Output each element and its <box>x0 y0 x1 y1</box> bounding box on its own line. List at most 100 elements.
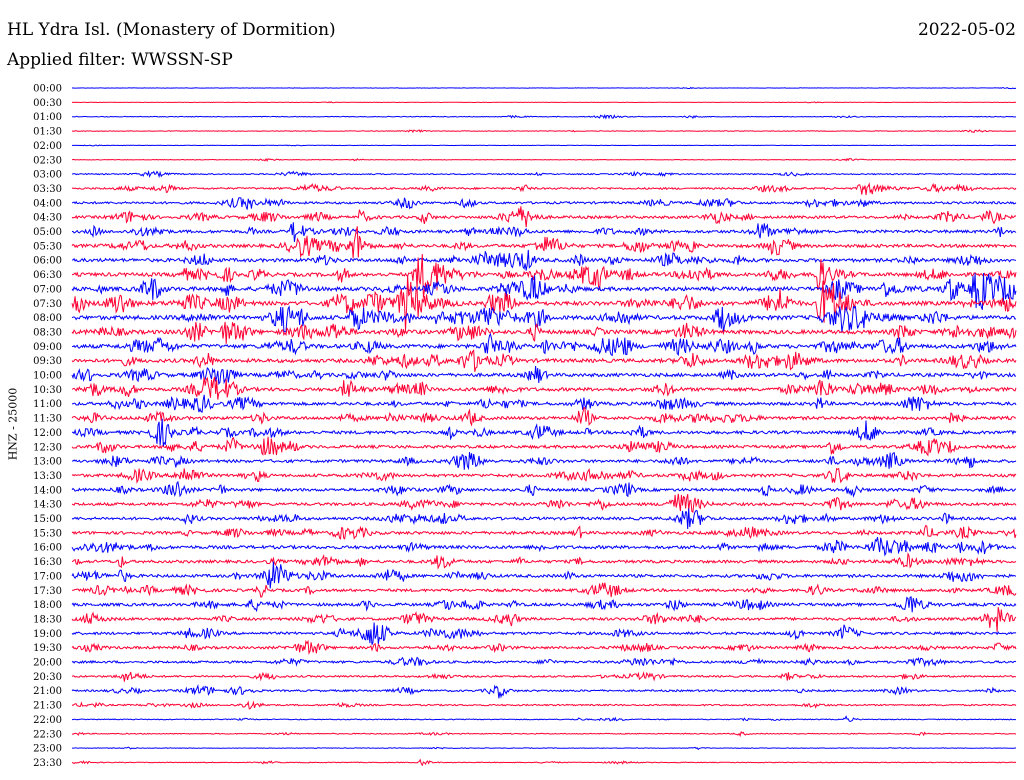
trace-row <box>71 596 1017 613</box>
trace-row <box>71 222 1017 242</box>
trace-row <box>71 493 1017 514</box>
row-time-label: 18:30 <box>33 614 62 625</box>
row-time-label: 12:30 <box>33 442 62 453</box>
trace-row <box>71 101 1017 104</box>
trace-row <box>72 582 1017 598</box>
row-time-label: 05:30 <box>33 241 62 252</box>
trace-row <box>71 206 1017 228</box>
trace-row <box>72 746 1017 751</box>
trace-row <box>71 275 1017 331</box>
row-time-label: 13:00 <box>33 457 62 468</box>
row-time-label: 23:30 <box>33 758 62 769</box>
row-time-label: 21:30 <box>33 701 62 712</box>
row-time-label: 21:00 <box>33 686 62 697</box>
trace-row <box>71 671 1017 682</box>
row-time-label: 10:30 <box>33 385 62 396</box>
row-time-label: 17:30 <box>33 586 62 597</box>
trace-row <box>71 197 1017 210</box>
row-time-label: 07:30 <box>33 299 62 310</box>
row-time-label: 17:00 <box>33 571 62 582</box>
trace-row <box>71 524 1017 540</box>
row-time-label: 06:00 <box>33 256 62 267</box>
trace-row <box>71 321 1017 344</box>
trace-row <box>71 182 1017 196</box>
station-title: HL Ydra Isl. (Monastery of Dormition) <box>7 20 336 40</box>
trace-row <box>71 253 1017 298</box>
row-time-label: 11:00 <box>33 399 62 410</box>
row-time-label: 01:00 <box>33 112 62 123</box>
trace-row <box>71 622 1017 645</box>
trace-row <box>71 157 1017 162</box>
trace-row <box>71 249 1017 271</box>
row-time-label: 18:00 <box>33 600 62 611</box>
row-time-label: 16:30 <box>33 557 62 568</box>
row-time-label: 00:30 <box>33 98 62 109</box>
row-time-label: 09:30 <box>33 356 62 367</box>
row-time-label: 02:30 <box>33 155 62 166</box>
row-time-label: 04:00 <box>33 198 62 209</box>
row-time-label: 03:30 <box>33 184 62 195</box>
trace-row <box>71 452 1017 471</box>
trace-row <box>71 508 1017 530</box>
row-time-label: 05:00 <box>33 227 62 238</box>
trace-row <box>71 639 1017 656</box>
trace-row <box>71 656 1017 668</box>
trace-row <box>72 113 1016 120</box>
trace-row <box>71 561 1017 589</box>
row-time-label: 15:00 <box>33 514 62 525</box>
trace-row <box>71 349 1017 372</box>
row-time-label: 22:30 <box>33 729 62 740</box>
row-time-label: 01:30 <box>33 127 62 138</box>
filter-label: Applied filter: WWSSN-SP <box>7 50 233 70</box>
row-time-label: 19:30 <box>33 643 62 654</box>
trace-row <box>71 700 1017 710</box>
trace-row <box>71 129 1017 134</box>
trace-row <box>71 305 1017 334</box>
row-time-label: 12:00 <box>33 428 62 439</box>
trace-row <box>71 376 1017 400</box>
row-time-label: 00:00 <box>33 84 62 95</box>
trace-row <box>71 536 1017 557</box>
row-time-label: 07:00 <box>33 284 62 295</box>
trace-row <box>72 144 1017 147</box>
row-time-label: 08:00 <box>33 313 62 324</box>
trace-row <box>71 436 1017 457</box>
trace-row <box>71 552 1017 570</box>
row-time-label: 20:00 <box>33 658 62 669</box>
trace-row <box>71 730 1017 738</box>
row-time-label: 13:30 <box>33 471 62 482</box>
trace-row <box>71 715 1017 723</box>
row-time-label: 03:00 <box>33 170 62 181</box>
row-time-label: 04:30 <box>33 213 62 224</box>
trace-row <box>71 407 1017 427</box>
trace-row <box>71 394 1017 413</box>
trace-row <box>71 86 1017 90</box>
trace-row <box>71 758 1017 767</box>
trace-row <box>71 273 1017 310</box>
row-time-label: 22:00 <box>33 715 62 726</box>
row-time-label: 16:00 <box>33 543 62 554</box>
trace-row <box>71 418 1017 447</box>
trace-row <box>71 226 1017 259</box>
row-time-label: 11:30 <box>33 414 62 425</box>
row-time-label: 14:30 <box>33 500 62 511</box>
row-time-label: 08:30 <box>33 327 62 338</box>
trace-row <box>71 333 1017 357</box>
trace-row <box>71 480 1017 498</box>
trace-row <box>71 683 1017 699</box>
record-date: 2022-05-02 <box>917 20 1016 40</box>
row-time-label: 06:30 <box>33 270 62 281</box>
trace-row <box>71 607 1017 632</box>
trace-row <box>71 366 1017 386</box>
trace-row <box>71 169 1017 179</box>
row-time-label: 19:00 <box>33 629 62 640</box>
row-time-label: 14:00 <box>33 485 62 496</box>
trace-row <box>71 467 1017 484</box>
row-time-label: 09:00 <box>33 342 62 353</box>
row-time-label: 10:00 <box>33 371 62 382</box>
row-time-label: 20:30 <box>33 672 62 683</box>
row-time-label: 02:00 <box>33 141 62 152</box>
row-time-label: 23:00 <box>33 744 62 755</box>
row-time-label: 15:30 <box>33 528 62 539</box>
